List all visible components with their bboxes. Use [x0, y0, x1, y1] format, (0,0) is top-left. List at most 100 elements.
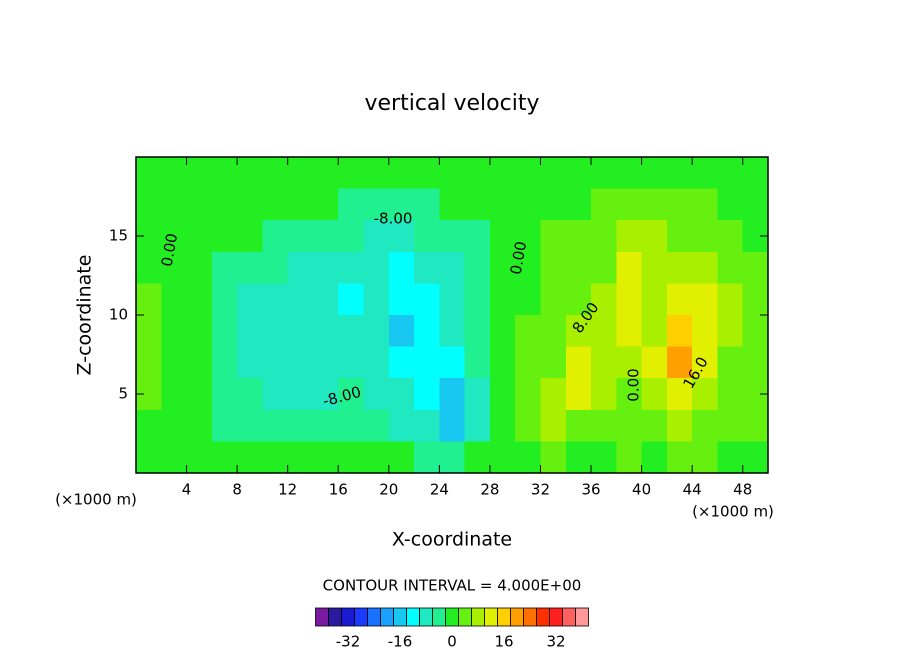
colorbar-box: [510, 607, 524, 627]
contour-cell: [186, 346, 213, 379]
contour-cell: [464, 220, 491, 253]
contour-cell: [742, 409, 769, 442]
contour-cell: [565, 220, 592, 253]
contour-cell: [211, 220, 238, 253]
contour-cell: [414, 409, 440, 442]
contour-cell: [186, 441, 213, 474]
contour-cell: [666, 441, 693, 474]
contour-cell: [262, 188, 289, 221]
contour-cell: [388, 441, 415, 474]
contour-cell: [186, 251, 213, 284]
contour-cell: [489, 251, 516, 284]
contour-cell: [540, 409, 567, 442]
contour-cell: [186, 157, 213, 190]
contour-cell: [388, 251, 415, 284]
contour-cell: [338, 251, 365, 284]
colorbar-tick-label: 32: [546, 633, 565, 651]
contour-cell: [363, 441, 390, 474]
contour-cell: [515, 409, 541, 442]
contour-cell: [464, 188, 491, 221]
contour-cell: [136, 346, 162, 379]
contour-cell: [717, 157, 744, 190]
contour-cell: [591, 346, 617, 379]
contour-cell: [414, 441, 440, 474]
contour-cell: [591, 157, 617, 190]
contour-cell: [161, 378, 188, 411]
colorbar-box: [445, 607, 459, 627]
contour-cell: [439, 220, 466, 253]
contour-cell: [641, 409, 668, 442]
contour-cell: [692, 283, 718, 316]
y-unit: (×1000 m): [55, 491, 137, 509]
contour-cell: [262, 283, 289, 316]
contour-cell: [540, 441, 567, 474]
contour-cell: [439, 441, 466, 474]
contour-cell: [439, 251, 466, 284]
contour-cell: [641, 157, 668, 190]
contour-cell: [186, 409, 213, 442]
contour-cell: [338, 220, 365, 253]
contour-cell: [540, 251, 567, 284]
contour-cell: [388, 188, 415, 221]
x-tick-label: 16: [329, 481, 348, 499]
contour-cell: [312, 220, 339, 253]
colorbar-box: [315, 607, 329, 627]
contour-cell: [692, 378, 718, 411]
contour-cell: [363, 251, 390, 284]
contour-cell: [742, 251, 769, 284]
contour-cell: [262, 441, 289, 474]
contour-cell: [287, 378, 314, 411]
contour-cell: [489, 188, 516, 221]
contour-cell: [742, 188, 769, 221]
contour-cell: [591, 283, 617, 316]
contour-cell: [742, 157, 769, 190]
x-tick-label: 40: [632, 481, 651, 499]
contour-cell: [262, 315, 289, 348]
contour-cell: [616, 251, 643, 284]
contour-cell: [641, 220, 668, 253]
contour-cell: [464, 409, 491, 442]
contour-cell: [287, 283, 314, 316]
colorbar-box: [497, 607, 511, 627]
contour-cell: [489, 346, 516, 379]
contour-cell: [717, 220, 744, 253]
contour-cell: [287, 346, 314, 379]
contour-cell: [363, 220, 390, 253]
contour-cell: [414, 315, 440, 348]
contour-cell: [237, 188, 263, 221]
contour-cell: [591, 188, 617, 221]
x-tick-label: 4: [182, 481, 192, 499]
x-tick-label: 32: [531, 481, 550, 499]
contour-cell: [439, 409, 466, 442]
contour-cell: [338, 283, 365, 316]
contour-cell: [136, 251, 162, 284]
contour-cell: [717, 346, 744, 379]
contour-cell: [363, 346, 390, 379]
colorbar-box: [471, 607, 485, 627]
contour-cell: [237, 315, 263, 348]
contour-cell: [641, 315, 668, 348]
contour-cell: [641, 346, 668, 379]
contour-cell: [742, 441, 769, 474]
chart-title: vertical velocity: [364, 91, 539, 116]
contour-cell: [717, 378, 744, 411]
contour-cell: [515, 283, 541, 316]
contour-cell: [161, 157, 188, 190]
contour-cell: [692, 251, 718, 284]
contour-cell: [692, 441, 718, 474]
contour-cell: [363, 157, 390, 190]
contour-cell: [515, 220, 541, 253]
y-tick-label: 5: [118, 385, 128, 403]
contour-cell: [616, 283, 643, 316]
colorbar-box: [393, 607, 407, 627]
x-tick-label: 48: [733, 481, 752, 499]
contour-cell: [489, 378, 516, 411]
contour-cell: [464, 441, 491, 474]
contour-cell: [591, 220, 617, 253]
contour-cell: [591, 251, 617, 284]
contour-cell: [717, 315, 744, 348]
contour-cell: [338, 315, 365, 348]
contour-cell: [211, 441, 238, 474]
contour-cell: [287, 409, 314, 442]
